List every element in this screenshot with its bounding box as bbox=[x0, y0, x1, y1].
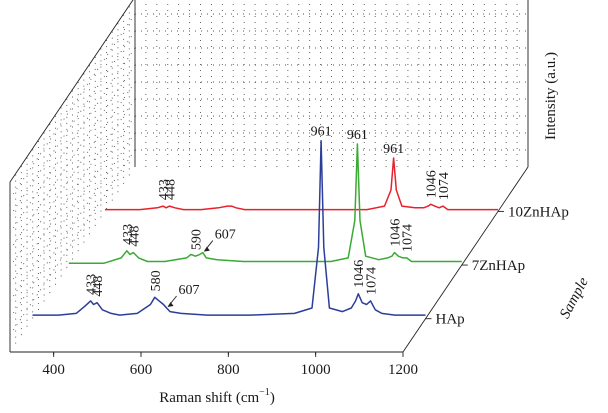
peak-label: 961 bbox=[383, 142, 404, 157]
left-wall bbox=[9, 0, 136, 352]
grid-line bbox=[9, 149, 136, 336]
x-axis-label: Raman shift (cm−1) bbox=[159, 387, 275, 406]
x-axis-ticks: 400 600 800 1000 1200 bbox=[42, 352, 418, 378]
peak-label: 433 bbox=[121, 224, 136, 245]
intensity-axis-label: Intensity (a.u.) bbox=[543, 52, 559, 140]
peak-label: 1074 bbox=[437, 172, 452, 200]
peak-label: 580 bbox=[149, 270, 164, 291]
peak-label: 1074 bbox=[401, 224, 416, 252]
x-tick-label: 1200 bbox=[388, 362, 418, 378]
sample-label-hap: HAp bbox=[436, 312, 465, 328]
peak-label: 590 bbox=[189, 229, 204, 250]
peak-label: 433 bbox=[85, 274, 100, 295]
sample-label-10znhap: 10ZnHAp bbox=[508, 204, 569, 220]
x-tick-label: 800 bbox=[217, 362, 240, 378]
annotation-arrowhead bbox=[203, 246, 210, 252]
peak-label: 1046 bbox=[389, 219, 404, 247]
peak-label: 448 bbox=[91, 276, 106, 297]
grid-line bbox=[9, 81, 136, 268]
grid-line bbox=[9, 30, 136, 217]
peak-label: 1046 bbox=[352, 260, 367, 288]
x-tick-label: 600 bbox=[130, 362, 153, 378]
peak-label: 1074 bbox=[364, 267, 379, 295]
grid-line bbox=[9, 47, 136, 234]
series-group: 10ZnHAp 7ZnHAp HAp bbox=[32, 139, 569, 328]
x-tick-label: 400 bbox=[42, 362, 65, 378]
series-line-hap bbox=[32, 139, 426, 316]
grid-line bbox=[9, 13, 136, 200]
peak-label: 448 bbox=[127, 226, 142, 247]
back-wall bbox=[527, 0, 529, 167]
grid-dots bbox=[9, 0, 528, 344]
grid-line bbox=[9, 115, 136, 302]
peak-label: 433 bbox=[157, 179, 172, 200]
grid-line bbox=[9, 98, 136, 285]
series-line-7znhap bbox=[68, 143, 462, 265]
series-line-10znhap bbox=[105, 157, 498, 211]
grid-line bbox=[9, 132, 136, 319]
peak-label: 1046 bbox=[425, 170, 440, 198]
peak-label: 607 bbox=[179, 283, 200, 298]
sample-axis-label: Sample bbox=[557, 275, 592, 322]
x-tick-label: 1000 bbox=[301, 362, 331, 378]
annotation-arrowhead bbox=[167, 302, 174, 308]
peak-label: 961 bbox=[347, 128, 368, 143]
sample-label-7znhap: 7ZnHAp bbox=[472, 258, 525, 274]
grid-line bbox=[9, 64, 136, 251]
floor-right-edge bbox=[402, 166, 529, 353]
peak-label: 448 bbox=[164, 179, 179, 200]
peak-label: 607 bbox=[215, 228, 236, 243]
peak-label: 961 bbox=[311, 125, 332, 140]
